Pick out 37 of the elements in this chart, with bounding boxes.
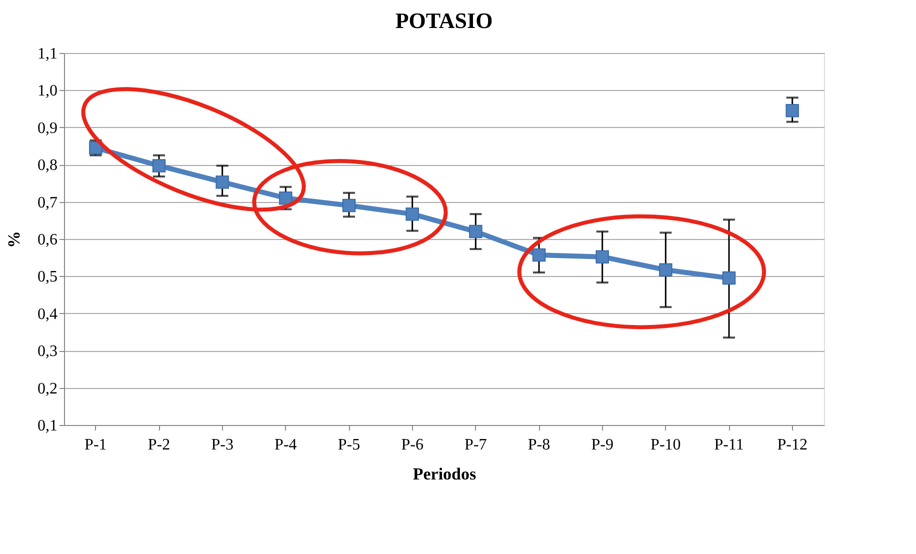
y-tick-label: 0,5 [38,268,58,286]
point [786,104,799,118]
x-tick-label: P-7 [464,436,487,454]
point [596,250,609,264]
point [532,248,546,262]
x-tick-label: P-12 [777,436,808,454]
x-tick-label: P-3 [211,436,234,454]
x-tick-label: P-9 [591,436,614,454]
y-axis-title: % [4,231,24,248]
y-tick-label: 0,7 [38,194,58,212]
x-tick-label: P-2 [148,436,170,454]
y-tick-label: 0,8 [38,157,58,174]
y-tick-label: 1,0 [38,82,58,100]
x-tick-label: P-8 [528,436,550,454]
x-tick-label: P-5 [338,436,360,454]
y-tick-label: 1,1 [38,46,58,62]
y-tick-label: 0,6 [38,232,58,248]
y-tick-label: 0,2 [38,380,58,398]
point [342,198,356,212]
point [279,191,292,205]
x-tick-label: P-10 [650,436,681,454]
x-tick-label: P-6 [401,436,424,454]
x-tick-label: P-4 [274,436,297,454]
x-tick-label: P-11 [714,436,744,454]
y-tick-label: 0,3 [38,343,58,360]
point [659,263,672,276]
x-tick-label: P-1 [84,436,107,454]
y-tick-label: 0,1 [38,418,58,434]
y-tick-label: 0,4 [38,306,58,323]
point [406,207,419,221]
chart-title: POTASIO [395,8,493,33]
y-tick-label: 0,9 [38,120,58,137]
point [469,224,482,238]
point [152,159,166,172]
x-axis-title: Periodos [412,464,477,484]
point [722,271,736,285]
point [216,175,229,189]
